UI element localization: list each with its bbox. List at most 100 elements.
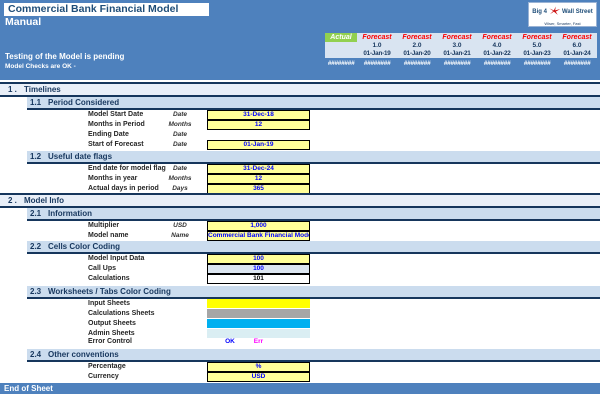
- input-cell[interactable]: 1,000: [207, 221, 310, 231]
- subsection-title: Information: [48, 208, 92, 219]
- row-label: Currency: [88, 373, 119, 380]
- row-label: Input Sheets: [88, 300, 130, 307]
- period-number: 6.0: [557, 42, 597, 50]
- error-err-value: Err: [207, 338, 310, 345]
- input-cell[interactable]: 01-Jan-19: [207, 140, 310, 150]
- hash-cell: ########: [325, 60, 357, 68]
- subsection-number: 2.4: [30, 349, 41, 360]
- period-number: 4.0: [477, 42, 517, 50]
- table-row: Input Sheets: [0, 299, 600, 309]
- period-number: 2.0: [397, 42, 437, 50]
- period-number: 3.0: [437, 42, 477, 50]
- subsection-title: Cells Color Coding: [48, 241, 120, 252]
- input-cell[interactable]: 12: [207, 120, 310, 130]
- section-1-2-header: 1.2 Useful date flags: [27, 151, 600, 164]
- hash-cell: ########: [357, 60, 397, 68]
- end-of-sheet-bar: End of Sheet: [0, 383, 600, 394]
- table-row: Output Sheets: [0, 319, 600, 329]
- forecast-column-header: Forecast: [397, 33, 437, 42]
- row-label: Model Input Data: [88, 255, 144, 262]
- row-label: Model Start Date: [88, 111, 143, 118]
- hash-overflow-row: ######## ######## ######## ######## ####…: [325, 60, 597, 68]
- callup-cell[interactable]: 100: [207, 264, 310, 274]
- input-cell[interactable]: 100: [207, 254, 310, 264]
- row-label: Multiplier: [88, 222, 119, 229]
- logo-text-right: Wall Street: [562, 9, 593, 15]
- period-date: 01-Jan-23: [517, 50, 557, 58]
- period-number: 5.0: [517, 42, 557, 50]
- logo-tagline: Wiser, Smarter, Fast: [544, 21, 580, 26]
- calculation-cell[interactable]: 101: [207, 274, 310, 284]
- input-cell[interactable]: 12: [207, 174, 310, 184]
- row-unit: Date: [150, 131, 210, 138]
- subsection-number: 1.1: [30, 97, 41, 108]
- subsection-number: 2.1: [30, 208, 41, 219]
- row-label: Percentage: [88, 363, 126, 370]
- table-row: Start of Forecast Date 01-Jan-19: [0, 140, 600, 150]
- forecast-column-header: Forecast: [357, 33, 397, 42]
- row-unit: Months: [150, 175, 210, 182]
- row-label: Months in year: [88, 175, 137, 182]
- row-label: Call Ups: [88, 265, 116, 272]
- row-unit: Date: [150, 111, 210, 118]
- sheet-subtitle: Manual: [5, 16, 41, 28]
- input-cell[interactable]: %: [207, 362, 310, 372]
- section-number: 1 .: [8, 84, 17, 95]
- forecast-column-header: Forecast: [437, 33, 477, 42]
- table-row: Months in year Months 12: [0, 174, 600, 184]
- end-of-sheet-label: End of Sheet: [0, 383, 600, 394]
- top-banner: Commercial Bank Financial Model Manual T…: [0, 0, 600, 80]
- table-row: End date for model flag Date 31-Dec-24: [0, 164, 600, 174]
- subsection-number: 2.2: [30, 241, 41, 252]
- table-row: Calculations 101: [0, 274, 600, 284]
- logo-text-left: Big 4: [532, 9, 547, 15]
- period-header: Actual Forecast Forecast Forecast Foreca…: [325, 33, 597, 58]
- row-label: Model name: [88, 232, 128, 239]
- section-2-4-header: 2.4 Other conventions: [27, 349, 600, 362]
- worksheet: Commercial Bank Financial Model Manual T…: [0, 0, 600, 400]
- table-row: Months in Period Months 12: [0, 120, 600, 130]
- subsection-number: 2.3: [30, 286, 41, 297]
- eagle-icon: [548, 3, 561, 21]
- period-date: 01-Jan-24: [557, 50, 597, 58]
- testing-status-text: Testing of the Model is pending: [5, 52, 124, 61]
- model-title-strip: Commercial Bank Financial Model: [4, 3, 209, 16]
- forecast-column-header: Forecast: [477, 33, 517, 42]
- forecast-column-header: Forecast: [557, 33, 597, 42]
- table-row: Percentage %: [0, 362, 600, 372]
- section-1-header: 1 . Timelines: [0, 82, 600, 97]
- table-row: Model name Name Commercial Bank Financia…: [0, 231, 600, 241]
- row-unit: Days: [150, 185, 210, 192]
- row-label: Output Sheets: [88, 320, 136, 327]
- brand-logo: Big 4 Wall Street Wiser, Smarter, Fast: [528, 2, 597, 27]
- row-label: Start of Forecast: [88, 141, 144, 148]
- subsection-title: Useful date flags: [48, 151, 112, 162]
- subsection-title: Period Considered: [48, 97, 119, 108]
- model-checks-text: Model Checks are OK -: [5, 63, 76, 70]
- row-label: Ending Date: [88, 131, 129, 138]
- input-cell[interactable]: 31-Dec-24: [207, 164, 310, 174]
- row-label: Error Control: [88, 338, 132, 345]
- section-2-3-header: 2.3 Worksheets / Tabs Color Coding: [27, 286, 600, 299]
- period-number: 1.0: [357, 42, 397, 50]
- subsection-number: 1.2: [30, 151, 41, 162]
- table-row: Calculations Sheets: [0, 309, 600, 319]
- period-date: 01-Jan-19: [357, 50, 397, 58]
- section-2-2-header: 2.2 Cells Color Coding: [27, 241, 600, 254]
- row-label: Admin Sheets: [88, 330, 135, 337]
- calculations-sheets-color-swatch: [207, 309, 310, 318]
- section-1-1-header: 1.1 Period Considered: [27, 97, 600, 110]
- table-row: Currency USD: [0, 372, 600, 382]
- row-unit: Months: [150, 121, 210, 128]
- input-cell[interactable]: Commercial Bank Financial Model: [207, 231, 310, 241]
- input-cell[interactable]: USD: [207, 372, 310, 382]
- hash-cell: ########: [557, 60, 597, 68]
- input-cell[interactable]: 31-Dec-18: [207, 110, 310, 120]
- section-number: 2 .: [8, 195, 17, 206]
- section-2-1-header: 2.1 Information: [27, 208, 600, 221]
- hash-cell: ########: [437, 60, 477, 68]
- row-label: Calculations Sheets: [88, 310, 155, 317]
- row-label: Actual days in period: [88, 185, 159, 192]
- error-control-row: Error Control OK Err: [0, 337, 600, 347]
- row-label: Months in Period: [88, 121, 145, 128]
